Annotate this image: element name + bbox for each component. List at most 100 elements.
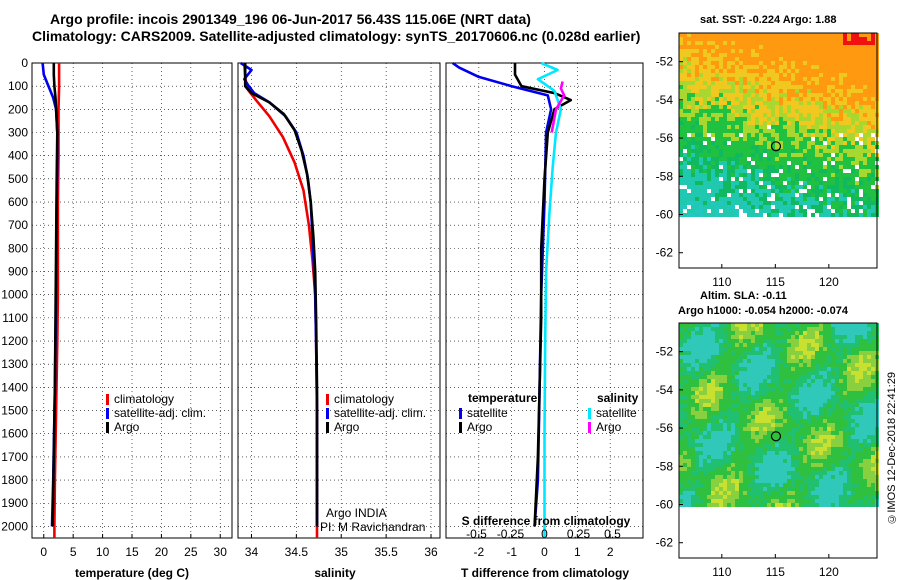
- sst-map-cell: [699, 89, 703, 93]
- sst-map-cell: [723, 61, 727, 65]
- sla-map-cell: [679, 351, 683, 355]
- sla-map-cell: [783, 395, 787, 399]
- sst-map-cell: [775, 49, 779, 53]
- sla-map-cell: [687, 415, 691, 419]
- sla-map-cell: [703, 423, 707, 427]
- sla-map-cell: [723, 499, 727, 503]
- sla-map-cell: [835, 495, 839, 499]
- sla-map-cell: [831, 499, 835, 503]
- sla-map-cell: [783, 399, 787, 403]
- sla-map-cell: [819, 355, 823, 359]
- sst-map-cell: [775, 101, 779, 105]
- sla-map-cell: [731, 375, 735, 379]
- sst-map-cell: [783, 193, 787, 197]
- sla-map-cell: [731, 363, 735, 367]
- sst-map-cell: [851, 49, 855, 53]
- sst-map-cell: [803, 101, 807, 105]
- sla-map-cell: [723, 351, 727, 355]
- sla-map-cell: [755, 475, 759, 479]
- sla-map-cell: [819, 487, 823, 491]
- sla-map-cell: [827, 359, 831, 363]
- sst-map-cell: [795, 109, 799, 113]
- sst-map-cell: [783, 89, 787, 93]
- sst-map-cell: [715, 193, 719, 197]
- sla-map-cell: [699, 459, 703, 463]
- sla-map-cell: [759, 391, 763, 395]
- sla-map-cell: [863, 455, 867, 459]
- sst-map-cell: [819, 33, 823, 37]
- sla-map-cell: [807, 331, 811, 335]
- sla-map-cell: [735, 495, 739, 499]
- sst-map-cell: [791, 113, 795, 117]
- sst-map-cell: [683, 177, 687, 181]
- sst-map-cell: [787, 109, 791, 113]
- sst-map-cell: [699, 65, 703, 69]
- sla-map-cell: [871, 335, 875, 339]
- sst-map-cell: [723, 49, 727, 53]
- sla-map-cell: [871, 371, 875, 375]
- sla-map-cell: [843, 347, 847, 351]
- sst-map-cell: [823, 193, 827, 197]
- sst-map-cell: [727, 169, 731, 173]
- sla-map-cell: [851, 475, 855, 479]
- sst-map-cell: [775, 129, 779, 133]
- sla-map-cell: [831, 503, 835, 507]
- sst-map-cell: [691, 61, 695, 65]
- sla-map-cell: [859, 343, 863, 347]
- sst-map-cell: [759, 137, 763, 141]
- sst-map-cell: [743, 173, 747, 177]
- sla-map-cell: [699, 331, 703, 335]
- sla-map-cell: [687, 475, 691, 479]
- sst-map-cell: [731, 197, 735, 201]
- sst-map-cell: [779, 97, 783, 101]
- sla-map-cell: [755, 339, 759, 343]
- sla-map-cell: [847, 491, 851, 495]
- sst-map-cell: [755, 113, 759, 117]
- sla-map-cell: [791, 499, 795, 503]
- sla-map-cell: [855, 443, 859, 447]
- sla-map-cell: [707, 479, 711, 483]
- sst-map-cell: [795, 57, 799, 61]
- sst-map-cell: [779, 181, 783, 185]
- sla-map-cell: [767, 431, 771, 435]
- sst-map-cell: [839, 89, 843, 93]
- sst-map-cell: [807, 93, 811, 97]
- sst-map-cell: [679, 137, 683, 141]
- sla-map-cell: [871, 447, 875, 451]
- sst-map-cell: [695, 189, 699, 193]
- sst-map-cell: [715, 149, 719, 153]
- sla-map-cell: [859, 431, 863, 435]
- sst-map-cell: [723, 209, 727, 213]
- sla-map-cell: [683, 359, 687, 363]
- sla-map-cell: [859, 487, 863, 491]
- sla-map-cell: [815, 431, 819, 435]
- sst-map-cell: [735, 57, 739, 61]
- sla-map-cell: [867, 343, 871, 347]
- sla-map-cell: [767, 435, 771, 439]
- sla-map-cell: [783, 351, 787, 355]
- sla-map-cell: [807, 367, 811, 371]
- sst-map-cell: [735, 189, 739, 193]
- sla-map-cell: [839, 359, 843, 363]
- sst-map-cell: [787, 117, 791, 121]
- sst-map-cell: [819, 185, 823, 189]
- sst-map-cell: [703, 69, 707, 73]
- sst-map-cell: [827, 53, 831, 57]
- sst-map-cell: [731, 49, 735, 53]
- sst-map-cell: [799, 201, 803, 205]
- sla-map-cell: [867, 471, 871, 475]
- sst-map-cell: [823, 77, 827, 81]
- sst-map-cell: [871, 193, 875, 197]
- sla-map-cell: [691, 419, 695, 423]
- sla-map-cell: [767, 471, 771, 475]
- sst-map-cell: [771, 177, 775, 181]
- sst-map-cell: [695, 149, 699, 153]
- sla-map-cell: [775, 327, 779, 331]
- sst-map-cell: [863, 193, 867, 197]
- sst-map-cell: [711, 33, 715, 37]
- sst-map-cell: [739, 169, 743, 173]
- sst-map-cell: [823, 121, 827, 125]
- sla-map-cell: [707, 419, 711, 423]
- sla-map-cell: [811, 471, 815, 475]
- sst-map-cell: [767, 65, 771, 69]
